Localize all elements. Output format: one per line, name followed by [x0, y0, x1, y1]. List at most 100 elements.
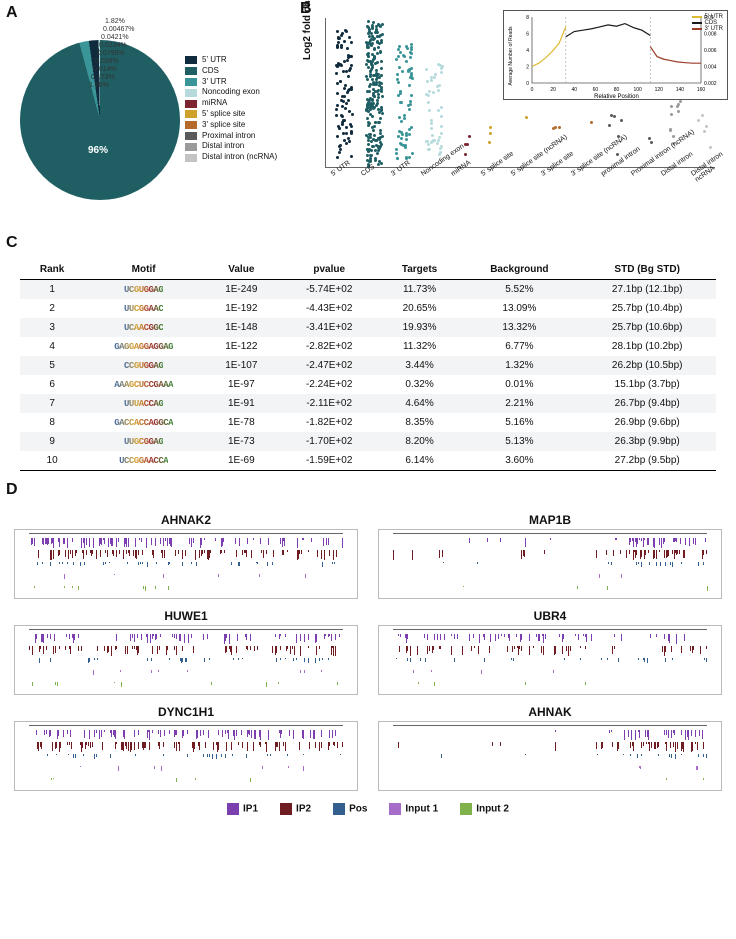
track-frame	[14, 529, 358, 599]
scatter-dot	[677, 110, 680, 113]
track-lane	[393, 586, 708, 596]
track-tick	[328, 538, 329, 545]
scatter-dot	[372, 129, 375, 132]
track-tick	[83, 550, 84, 559]
track-tick	[73, 754, 74, 758]
track-tick	[319, 742, 320, 751]
track-tick	[200, 538, 201, 548]
track-tick	[115, 730, 116, 739]
track-tick	[542, 634, 543, 636]
track-tick	[529, 634, 530, 641]
track-tick	[656, 550, 657, 559]
scatter-dot	[430, 122, 433, 125]
track-tick	[136, 550, 137, 559]
track-tick	[636, 550, 637, 555]
track-tick	[215, 538, 216, 541]
track-tick	[41, 634, 42, 642]
track-tick	[47, 634, 48, 638]
scatter-dot	[379, 129, 382, 132]
scatter-dot	[374, 139, 377, 142]
track-tick	[55, 646, 56, 653]
track-tick	[606, 550, 607, 555]
scatter-dot	[489, 132, 492, 135]
cell-targets: 11.32%	[379, 337, 461, 356]
track-lane	[393, 538, 708, 548]
track-tick	[326, 538, 327, 545]
legend-label: Distal intron (ncRNA)	[202, 152, 277, 163]
legend-item: IP2	[280, 803, 311, 815]
track-tick	[145, 586, 146, 591]
scatter-dot	[373, 125, 376, 128]
track-tick	[469, 538, 470, 543]
track-tick	[342, 538, 343, 548]
track-tick	[178, 550, 179, 554]
scatter-dot	[380, 74, 383, 77]
scatter-dot	[339, 80, 342, 83]
cell-rank: 7	[20, 394, 84, 413]
track-tick	[657, 742, 658, 748]
scatter-dot	[366, 78, 369, 81]
track-tick	[315, 658, 316, 663]
track-tick	[483, 634, 484, 637]
track-tick	[645, 550, 646, 552]
track-tick	[591, 634, 592, 641]
track-tick	[128, 538, 129, 547]
scatter-column	[361, 18, 387, 168]
track-tick	[257, 562, 258, 564]
track-tick	[427, 646, 428, 654]
track-frame	[378, 529, 722, 599]
scatter-dot	[370, 68, 373, 71]
track-tick	[631, 730, 632, 740]
track-tick	[141, 634, 142, 640]
scatter-dot	[399, 51, 402, 54]
cell-motif: GACCACCAGGCA	[84, 413, 203, 432]
track-tick	[191, 562, 192, 564]
track-tick	[500, 742, 501, 746]
track-tick	[599, 574, 600, 578]
scatter-dot	[335, 114, 338, 117]
track-tick	[178, 742, 179, 744]
track-lane	[393, 742, 708, 752]
track-tick	[246, 754, 247, 758]
track-tick	[671, 754, 672, 758]
track-title: AHNAK2	[14, 513, 358, 527]
scatter-dot	[345, 102, 348, 105]
track-tick	[675, 538, 676, 541]
track-tick	[643, 538, 644, 543]
track-tick	[266, 550, 267, 554]
scatter-dot	[375, 81, 378, 84]
motif-logo: AAAGCUCCGAAA	[114, 380, 173, 390]
track-lane	[29, 766, 344, 776]
scatter-dot	[366, 148, 369, 151]
scatter-dot	[426, 80, 429, 83]
track-tick	[302, 730, 303, 738]
track-lane	[29, 778, 344, 788]
track-tick	[641, 754, 642, 756]
cell-targets: 8.35%	[379, 413, 461, 432]
track-tick	[174, 634, 175, 638]
track-tick	[242, 658, 243, 659]
track-tick	[246, 634, 247, 640]
track-tick	[242, 742, 243, 748]
track-tick	[583, 634, 584, 636]
track-tick	[60, 742, 61, 748]
track-lane	[393, 646, 708, 656]
track-tick	[221, 754, 222, 757]
scatter-dot	[397, 81, 400, 84]
track-tick	[41, 742, 42, 746]
svg-text:40: 40	[571, 87, 577, 93]
scatter-dot	[348, 69, 351, 72]
track-tick	[42, 538, 43, 544]
track-tick	[478, 646, 479, 654]
svg-text:120: 120	[655, 87, 664, 93]
cell-value: 1E-107	[203, 356, 280, 375]
track-tick	[69, 742, 70, 745]
track-tick	[578, 634, 579, 640]
track-tick	[292, 646, 293, 649]
track-tick	[108, 538, 109, 547]
track-tick	[331, 634, 332, 641]
pie-small-percent: 0.0421%	[101, 34, 129, 41]
track-tick	[278, 682, 279, 684]
track-tick	[325, 634, 326, 636]
pie-legend-item: 5' splice site	[185, 109, 277, 120]
